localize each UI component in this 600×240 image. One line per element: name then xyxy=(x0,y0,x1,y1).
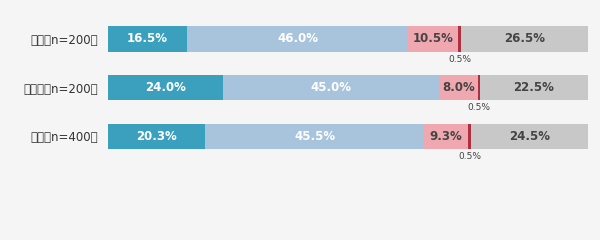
Text: 0.5%: 0.5% xyxy=(448,54,471,64)
Bar xyxy=(471,124,589,149)
Text: 22.5%: 22.5% xyxy=(514,81,554,94)
Bar xyxy=(480,75,588,100)
Bar xyxy=(223,75,439,100)
Text: 10.5%: 10.5% xyxy=(413,32,454,45)
Bar xyxy=(461,26,588,52)
Bar xyxy=(205,124,424,149)
Text: 26.5%: 26.5% xyxy=(504,32,545,45)
Text: 46.0%: 46.0% xyxy=(277,32,318,45)
Text: 8.0%: 8.0% xyxy=(442,81,475,94)
Bar xyxy=(458,26,461,52)
Text: 20.3%: 20.3% xyxy=(136,130,177,143)
Text: 24.5%: 24.5% xyxy=(509,130,550,143)
Bar xyxy=(469,124,471,149)
Bar xyxy=(187,26,408,52)
Bar xyxy=(108,124,205,149)
Bar xyxy=(439,75,478,100)
Bar xyxy=(424,124,469,149)
Text: 0.5%: 0.5% xyxy=(458,152,481,161)
Text: 24.0%: 24.0% xyxy=(145,81,186,94)
Bar xyxy=(108,75,223,100)
Bar xyxy=(408,26,458,52)
Text: 45.5%: 45.5% xyxy=(294,130,335,143)
Bar xyxy=(478,75,480,100)
Text: 45.0%: 45.0% xyxy=(311,81,352,94)
Text: 9.3%: 9.3% xyxy=(430,130,463,143)
Text: 0.5%: 0.5% xyxy=(467,103,490,112)
Bar xyxy=(108,26,187,52)
Text: 16.5%: 16.5% xyxy=(127,32,168,45)
